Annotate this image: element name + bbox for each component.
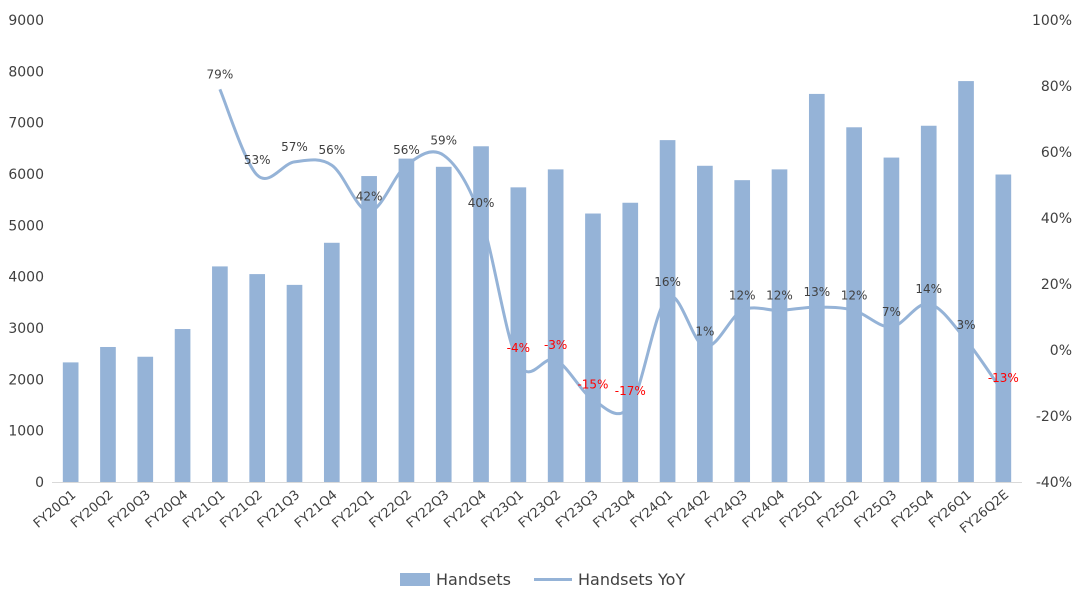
legend: Handsets Handsets YoY [400,570,685,589]
legend-swatch-handsets [400,573,430,586]
yoy-data-label-fy24q2: 1% [695,325,714,339]
bar-fy23q3 [585,213,601,482]
bar-fy24q1 [659,140,676,482]
bar-fy24q3 [734,180,751,482]
yoy-data-label-fy23q1: -4% [507,341,530,355]
bar-fy21q2 [249,274,266,482]
bar-fy25q3 [883,157,900,482]
bar-fy20q4 [174,329,191,482]
yoy-data-label-fy24q3: 12% [729,288,756,302]
yoy-data-label-fy22q4: 40% [468,196,495,210]
bar-fy24q4 [771,169,788,482]
y-right-tick-label: 60% [1041,145,1072,161]
y-right-tick-label: -40% [1036,475,1072,491]
bar-fy25q2 [846,127,862,482]
axes-group: 0 1000 2000 3000 4000 5000 6000 7000 8000 9000 -40… [8,13,1072,491]
yoy-data-label-fy22q2: 56% [393,143,420,157]
yoy-data-label-fy26q1: 3% [957,318,976,332]
bar-fy21q3 [286,284,303,482]
yoy-data-label-fy22q1: 42% [356,189,383,203]
yoy-data-label-fy24q1: 16% [654,275,681,289]
yoy-data-label-fy22q3: 59% [430,133,457,147]
yoy-data-label-fy25q4: 14% [915,282,942,296]
bar-fy20q3 [137,356,154,482]
yoy-data-label-fy23q4: -17% [615,384,646,398]
y-right-tick-label: -20% [1036,409,1072,425]
bar-fy20q1 [62,362,79,482]
yoy-data-label-fy21q2: 53% [244,153,271,167]
yoy-data-label-fy25q1: 13% [803,285,830,299]
y-left-tick-label: 8000 [8,64,44,80]
data-labels-group: 79% 53% 57% 56% 42% 56% 59% 40% -4% -3% -15% -17% 16… [207,67,1019,398]
x-tick-labels: FY20Q1FY20Q2FY20Q3FY20Q4FY21Q1FY21Q2FY21… [31,488,1012,537]
y-right-tick-label: 40% [1041,211,1072,227]
y-left-tick-label: 9000 [8,13,44,29]
yoy-data-label-fy21q4: 56% [318,143,345,157]
bar-fy24q2 [697,165,713,482]
yoy-data-label-fy24q4: 12% [766,288,793,302]
legend-label-handsets: Handsets [436,570,511,589]
bar-fy20q2 [100,346,116,482]
bar-fy26q1 [958,81,974,482]
y-left-tick-label: 1000 [8,424,44,440]
bar-fy22q3 [435,166,452,482]
bar-fy25q1 [808,93,825,483]
bar-fy23q1 [510,187,527,482]
bar-fy22q1 [361,176,377,482]
y-left-tick-label: 3000 [8,321,44,337]
legend-label-yoy: Handsets YoY [578,570,685,589]
bar-fy21q4 [323,242,340,482]
y-left-tick-label: 2000 [8,372,44,388]
bar-fy23q4 [622,202,639,482]
yoy-data-label-fy26q2e: -13% [988,371,1019,385]
y-left-tick-label: 5000 [8,218,44,234]
y-right-tick-label: 80% [1041,79,1072,95]
bar-fy21q1 [212,266,228,482]
bars-group [62,81,1012,483]
y-right-tick-label: 20% [1041,277,1072,293]
y-left-tick-label: 0 [35,475,44,491]
yoy-line-group [218,88,1005,416]
y-right-tick-label: 100% [1032,13,1072,29]
yoy-data-label-fy21q1: 79% [207,67,234,81]
bar-fy26q2e [995,174,1012,482]
y-right-tick-label: 0% [1050,343,1072,359]
y-left-tick-label: 6000 [8,167,44,183]
yoy-data-label-fy25q2: 12% [841,288,868,302]
bar-fy22q2 [398,158,415,482]
bar-fy23q2 [547,169,564,482]
yoy-data-label-fy21q3: 57% [281,140,308,154]
y-left-tick-label: 7000 [8,116,44,132]
yoy-data-label-fy25q3: 7% [882,305,901,319]
yoy-data-label-fy23q2: -3% [544,338,567,352]
yoy-line [218,88,1005,416]
yoy-data-label-fy23q3: -15% [577,378,608,392]
y-left-tick-label: 4000 [8,270,44,286]
